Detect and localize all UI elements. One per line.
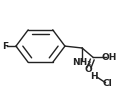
Text: H: H (90, 72, 98, 81)
Text: Cl: Cl (103, 79, 113, 88)
Text: OH: OH (101, 53, 117, 62)
Text: NH₂: NH₂ (72, 58, 92, 67)
Text: O: O (84, 65, 92, 74)
Text: F: F (2, 42, 8, 51)
